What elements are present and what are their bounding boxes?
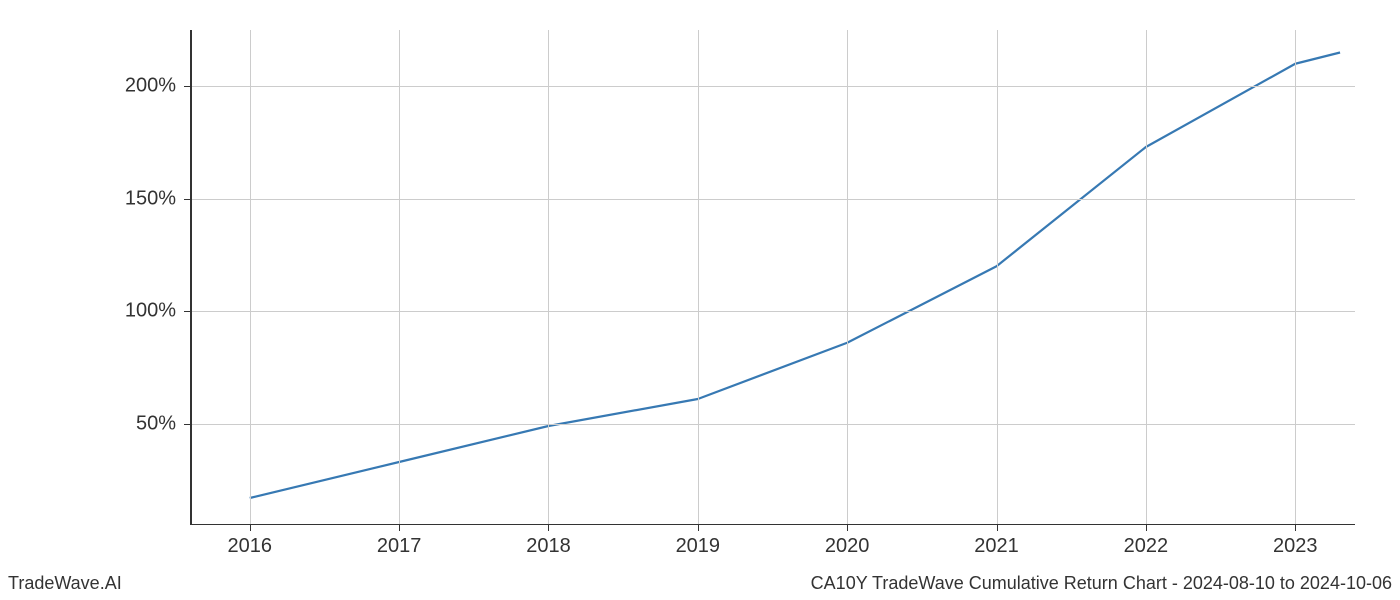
grid-line-horizontal bbox=[190, 424, 1355, 425]
y-tick-label: 100% bbox=[125, 300, 176, 323]
x-tick-mark bbox=[399, 525, 400, 531]
chart-line bbox=[190, 30, 1355, 525]
x-tick-mark bbox=[997, 525, 998, 531]
x-tick-label: 2017 bbox=[377, 535, 422, 558]
x-tick-label: 2021 bbox=[974, 535, 1019, 558]
grid-line-vertical bbox=[1295, 30, 1296, 525]
footer-caption: CA10Y TradeWave Cumulative Return Chart … bbox=[811, 573, 1392, 594]
x-tick-mark bbox=[548, 525, 549, 531]
x-tick-label: 2018 bbox=[526, 535, 571, 558]
y-tick-label: 50% bbox=[136, 412, 176, 435]
grid-line-vertical bbox=[1146, 30, 1147, 525]
x-tick-label: 2022 bbox=[1124, 535, 1169, 558]
x-tick-mark bbox=[1295, 525, 1296, 531]
grid-line-horizontal bbox=[190, 86, 1355, 87]
grid-line-horizontal bbox=[190, 311, 1355, 312]
x-tick-label: 2020 bbox=[825, 535, 870, 558]
grid-line-vertical bbox=[997, 30, 998, 525]
x-tick-label: 2019 bbox=[676, 535, 721, 558]
grid-line-vertical bbox=[698, 30, 699, 525]
series-line bbox=[250, 53, 1340, 499]
x-tick-label: 2023 bbox=[1273, 535, 1318, 558]
x-tick-mark bbox=[250, 525, 251, 531]
y-tick-label: 200% bbox=[125, 75, 176, 98]
grid-line-vertical bbox=[548, 30, 549, 525]
y-tick-label: 150% bbox=[125, 187, 176, 210]
x-tick-mark bbox=[847, 525, 848, 531]
cumulative-return-chart: 2016 2017 2018 2019 2020 2021 2022 2023 50% 100% 1… bbox=[0, 0, 1400, 600]
grid-line-vertical bbox=[847, 30, 848, 525]
x-axis-spine bbox=[190, 524, 1355, 526]
grid-line-horizontal bbox=[190, 199, 1355, 200]
y-axis-spine bbox=[190, 30, 192, 525]
x-tick-mark bbox=[698, 525, 699, 531]
plot-area: 2016201720182019202020212022202350%100%1… bbox=[190, 30, 1355, 525]
x-tick-mark bbox=[1146, 525, 1147, 531]
x-tick-label: 2016 bbox=[227, 535, 272, 558]
grid-line-vertical bbox=[399, 30, 400, 525]
footer-brand: TradeWave.AI bbox=[8, 573, 122, 594]
grid-line-vertical bbox=[250, 30, 251, 525]
